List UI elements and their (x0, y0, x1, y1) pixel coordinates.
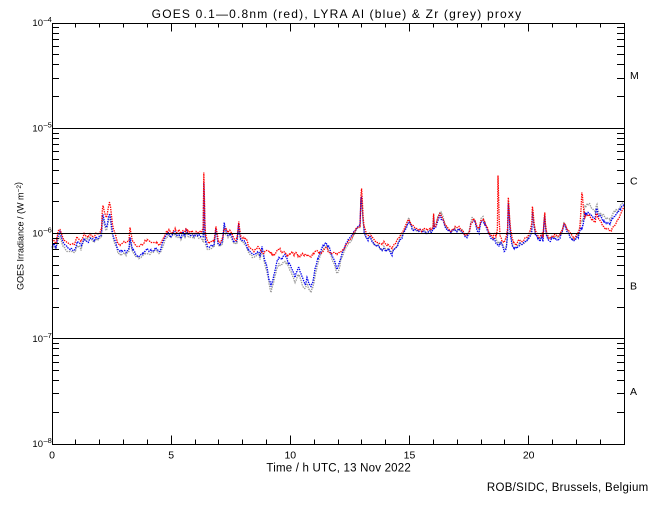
svg-text:–4: –4 (44, 15, 52, 24)
svg-text:–5: –5 (44, 121, 52, 130)
svg-text:–6: –6 (44, 226, 52, 235)
svg-text:–8: –8 (44, 436, 52, 445)
svg-text:10: 10 (32, 229, 43, 240)
svg-text:C: C (630, 175, 638, 187)
svg-text:10: 10 (32, 439, 43, 450)
svg-text:GOES 0.1—0.8nm (red), LYRA Al: GOES 0.1—0.8nm (red), LYRA Al (blue) & Z… (152, 7, 523, 21)
svg-text:15: 15 (404, 450, 416, 462)
svg-text:A: A (630, 386, 637, 398)
svg-text:5: 5 (168, 450, 174, 462)
svg-text:20: 20 (523, 450, 535, 462)
svg-text:M: M (630, 70, 639, 82)
svg-text:10: 10 (32, 18, 43, 29)
svg-text:10: 10 (32, 123, 43, 134)
svg-text:B: B (630, 281, 637, 293)
svg-text:GOES Irradiance / (W m−2): GOES Irradiance / (W m−2) (13, 182, 26, 290)
svg-text:Time / h UTC, 13 Nov 2022: Time / h UTC, 13 Nov 2022 (266, 463, 411, 475)
svg-text:10: 10 (284, 450, 296, 462)
svg-text:0: 0 (49, 450, 55, 462)
svg-text:ROB/SIDC, Brussels, Belgium: ROB/SIDC, Brussels, Belgium (487, 482, 649, 494)
svg-text:–7: –7 (44, 331, 52, 340)
svg-text:10: 10 (32, 334, 43, 345)
